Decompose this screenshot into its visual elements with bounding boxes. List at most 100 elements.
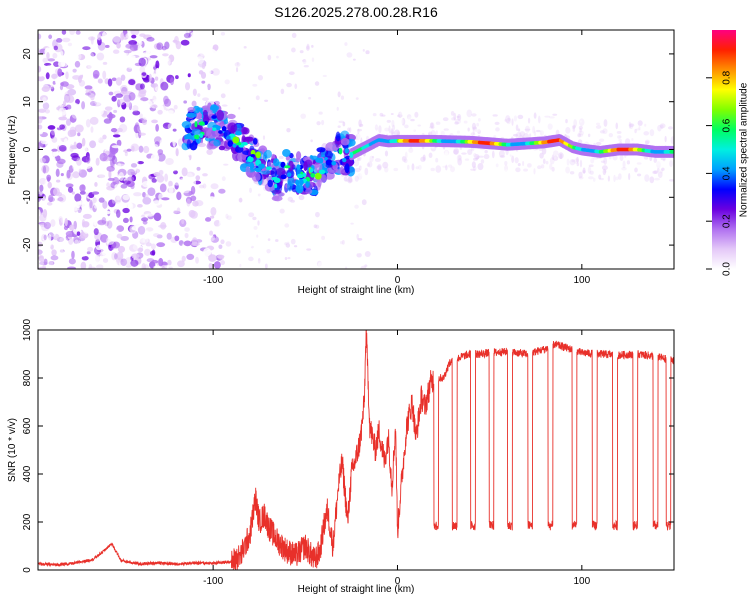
heatmap-cell bbox=[288, 92, 295, 99]
heatmap-cell bbox=[466, 109, 473, 118]
heatmap-cell bbox=[117, 150, 125, 159]
heatmap-cell bbox=[495, 163, 499, 168]
heatmap-cell bbox=[59, 229, 66, 236]
heatmap-cell bbox=[602, 128, 608, 135]
heatmap-cell bbox=[347, 127, 351, 132]
heatmap-cell bbox=[572, 125, 576, 130]
heatmap-cell bbox=[576, 162, 580, 167]
heatmap-cell bbox=[636, 162, 642, 165]
heatmap-cell bbox=[617, 135, 622, 139]
heatmap-cell bbox=[141, 154, 146, 160]
heatmap-cell bbox=[128, 159, 134, 164]
heatmap-cell bbox=[331, 92, 337, 96]
heatmap-cell bbox=[102, 200, 108, 209]
heatmap-cell bbox=[120, 48, 129, 56]
heatmap-cell bbox=[244, 187, 250, 192]
heatmap-cell bbox=[116, 139, 122, 147]
heatmap-cell bbox=[139, 223, 145, 232]
heatmap-cell bbox=[162, 53, 169, 57]
heatmap-cell bbox=[603, 157, 608, 165]
heatmap-cell bbox=[47, 259, 54, 269]
heatmap-cell bbox=[87, 61, 92, 70]
heatmap-cell bbox=[237, 259, 240, 265]
heatmap-cell bbox=[450, 163, 454, 168]
heatmap-cell bbox=[428, 152, 433, 159]
heatmap-cell bbox=[225, 241, 232, 247]
y-tick-label: 400 bbox=[22, 465, 33, 482]
y-tick-label: 1000 bbox=[22, 318, 33, 341]
heatmap-cell bbox=[222, 48, 229, 52]
heatmap-cell bbox=[483, 154, 490, 160]
heatmap-cell bbox=[38, 115, 43, 124]
heatmap-cell bbox=[654, 177, 661, 181]
colorbar-tick-label: 0.6 bbox=[721, 118, 732, 132]
heatmap-cell bbox=[356, 248, 361, 254]
heatmap-cell bbox=[89, 78, 97, 88]
heatmap-cell bbox=[533, 168, 536, 175]
heatmap-cell bbox=[92, 70, 100, 79]
heatmap-cell bbox=[87, 30, 95, 37]
heatmap-cell bbox=[279, 208, 285, 214]
heatmap-cell bbox=[479, 113, 485, 119]
heatmap-cell bbox=[151, 259, 159, 264]
heatmap-cell bbox=[435, 165, 442, 173]
heatmap-cell bbox=[218, 145, 226, 151]
heatmap-cell bbox=[122, 194, 130, 201]
heatmap-cell bbox=[603, 131, 608, 134]
heatmap-cell bbox=[176, 191, 182, 201]
heatmap-cell bbox=[406, 114, 412, 120]
heatmap-cell bbox=[51, 120, 60, 126]
heatmap-cell bbox=[342, 121, 346, 127]
heatmap-cell bbox=[95, 211, 102, 217]
heatmap-cell bbox=[371, 161, 376, 166]
heatmap-cell bbox=[51, 148, 58, 152]
heatmap-cell bbox=[139, 65, 146, 74]
heatmap-cell bbox=[404, 151, 408, 159]
heatmap-cell bbox=[504, 118, 507, 122]
heatmap-cell bbox=[566, 152, 570, 155]
heatmap-cell bbox=[314, 161, 323, 173]
heatmap-cell bbox=[257, 193, 261, 197]
heatmap-cell bbox=[322, 74, 327, 78]
heatmap-cell bbox=[251, 32, 256, 36]
heatmap-cell bbox=[139, 113, 144, 121]
heatmap-cell bbox=[102, 250, 106, 256]
heatmap-cell bbox=[588, 176, 594, 180]
heatmap-cell bbox=[255, 95, 260, 101]
heatmap-cell bbox=[85, 134, 92, 138]
heatmap-cell bbox=[644, 140, 650, 145]
heatmap-cell bbox=[77, 132, 81, 137]
heatmap-cell bbox=[136, 40, 143, 46]
heatmap-cell bbox=[628, 172, 631, 181]
heatmap-cell bbox=[131, 226, 138, 231]
heatmap-cell bbox=[207, 109, 213, 117]
heatmap-cell bbox=[195, 175, 201, 181]
heatmap-cell bbox=[75, 46, 85, 52]
heatmap-cell bbox=[225, 213, 229, 219]
heatmap-cell bbox=[354, 175, 359, 182]
heatmap-cell bbox=[129, 55, 136, 60]
heatmap-cell bbox=[116, 209, 121, 218]
heatmap-cell bbox=[628, 123, 635, 128]
heatmap-cell bbox=[61, 59, 66, 67]
y-tick-label: 200 bbox=[22, 513, 33, 530]
heatmap-cell bbox=[450, 111, 455, 116]
heatmap-cell bbox=[167, 110, 174, 115]
heatmap-cell bbox=[347, 177, 353, 184]
heatmap-cell bbox=[203, 247, 212, 257]
heatmap-cell bbox=[174, 35, 179, 45]
heatmap-cell bbox=[122, 207, 130, 214]
heatmap-cell bbox=[48, 197, 56, 202]
heatmap-cell bbox=[649, 129, 655, 137]
heatmap-cell bbox=[303, 65, 309, 68]
heatmap-cell bbox=[125, 32, 131, 39]
heatmap-cell bbox=[349, 178, 354, 183]
heatmap-cell bbox=[234, 62, 241, 67]
heatmap-cell bbox=[341, 239, 345, 245]
heatmap-cell bbox=[168, 180, 173, 187]
heatmap-cell bbox=[443, 149, 450, 156]
heatmap-cell bbox=[444, 150, 449, 157]
heatmap-cell bbox=[578, 130, 584, 136]
heatmap-cell bbox=[579, 159, 583, 168]
heatmap-cell bbox=[38, 188, 44, 197]
